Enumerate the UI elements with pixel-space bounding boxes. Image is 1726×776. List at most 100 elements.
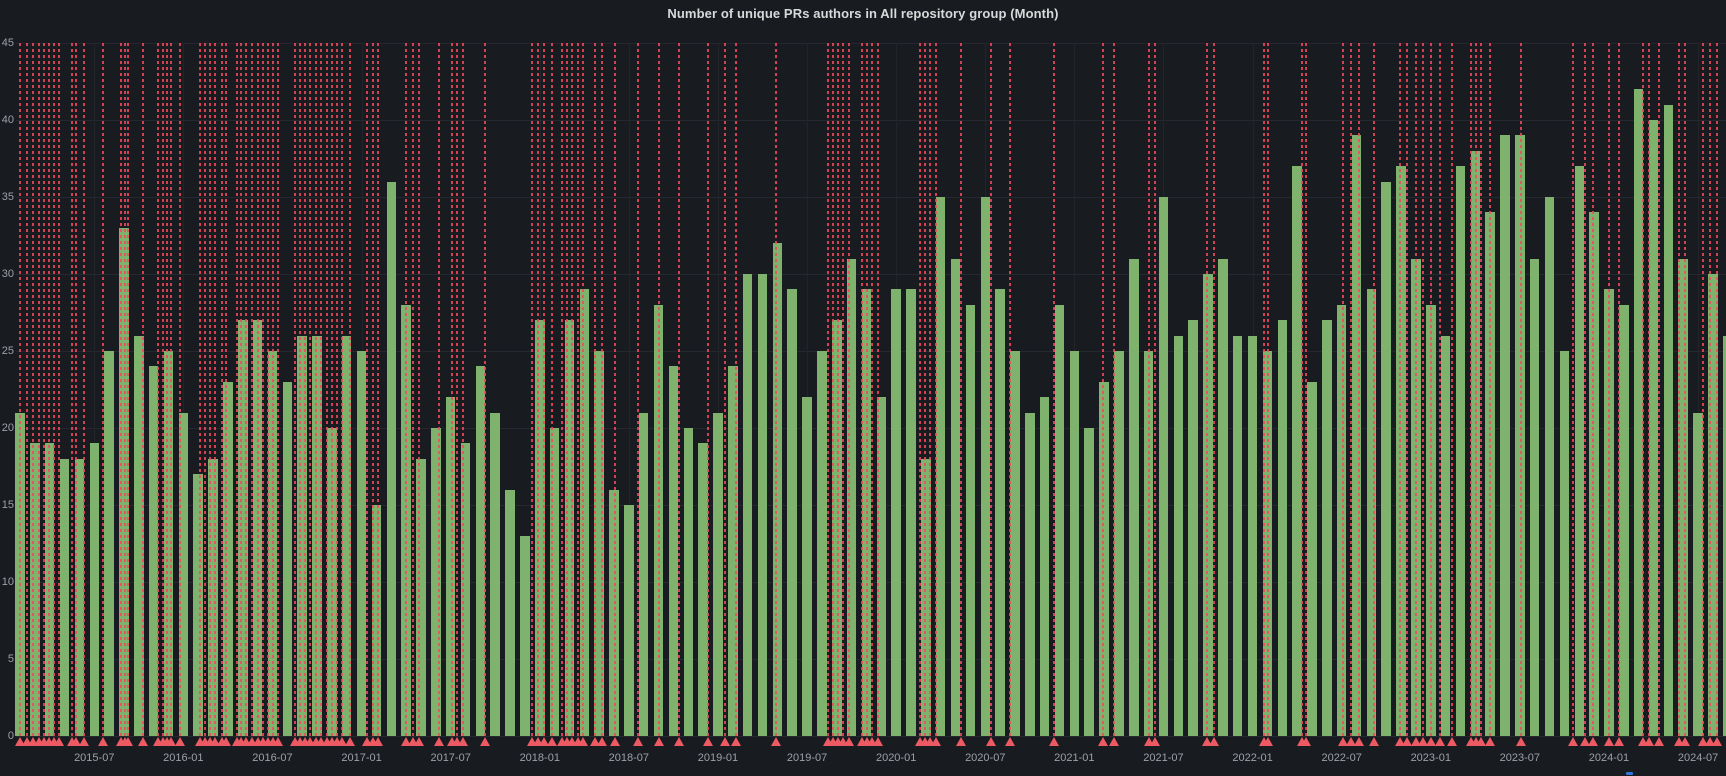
bar[interactable] — [1663, 104, 1674, 736]
bar[interactable] — [1500, 135, 1510, 736]
bar[interactable] — [549, 428, 560, 736]
bar[interactable] — [163, 351, 174, 736]
annotation-marker-icon[interactable] — [316, 737, 327, 746]
annotation-marker-icon[interactable] — [925, 737, 936, 746]
bar[interactable] — [1559, 351, 1570, 736]
bar[interactable] — [876, 397, 887, 736]
bar[interactable] — [386, 181, 396, 736]
annotation-marker-icon[interactable] — [1704, 737, 1715, 746]
bar[interactable] — [1247, 335, 1258, 736]
bar[interactable] — [757, 274, 768, 736]
annotation-marker-icon[interactable] — [246, 737, 257, 746]
annotation-marker-icon[interactable] — [199, 737, 210, 746]
bar[interactable] — [846, 258, 857, 736]
bar[interactable] — [356, 351, 367, 736]
annotation-marker-icon[interactable] — [730, 737, 741, 746]
annotation-marker-icon[interactable] — [210, 737, 221, 746]
bar[interactable] — [1351, 135, 1362, 736]
bar[interactable] — [134, 335, 144, 736]
annotation-marker-icon[interactable] — [38, 737, 49, 746]
annotation-marker-icon[interactable] — [221, 737, 232, 746]
annotation-marker-icon[interactable] — [828, 737, 839, 746]
bar[interactable] — [89, 443, 99, 736]
bar[interactable] — [698, 443, 708, 736]
annotation-marker-icon[interactable] — [1345, 737, 1356, 746]
annotation-marker-icon[interactable] — [1446, 737, 1457, 746]
annotation-marker-icon[interactable] — [562, 737, 573, 746]
annotation-marker-icon[interactable] — [577, 737, 588, 746]
annotation-marker-icon[interactable] — [289, 737, 300, 746]
annotation-marker-icon[interactable] — [479, 737, 490, 746]
annotation-marker-icon[interactable] — [1673, 737, 1684, 746]
bar[interactable] — [564, 320, 575, 736]
annotation-marker-icon[interactable] — [447, 737, 458, 746]
annotation-marker-icon[interactable] — [1301, 737, 1311, 746]
annotation-marker-icon[interactable] — [546, 737, 557, 746]
annotation-marker-icon[interactable] — [33, 737, 44, 746]
annotation-marker-icon[interactable] — [1143, 737, 1154, 746]
bar[interactable] — [1633, 89, 1644, 736]
bar[interactable] — [312, 335, 322, 736]
bar[interactable] — [787, 289, 797, 736]
bar[interactable] — [1188, 320, 1198, 736]
annotation-marker-icon[interactable] — [986, 737, 997, 746]
annotation-marker-icon[interactable] — [457, 737, 468, 746]
bar[interactable] — [104, 351, 114, 736]
annotation-marker-icon[interactable] — [1005, 737, 1016, 746]
bar[interactable] — [1708, 274, 1718, 736]
annotation-marker-icon[interactable] — [1354, 737, 1365, 746]
bar[interactable] — [148, 366, 159, 736]
bar[interactable] — [371, 505, 382, 736]
bar[interactable] — [178, 412, 189, 736]
annotation-marker-icon[interactable] — [1149, 737, 1160, 746]
annotation-marker-icon[interactable] — [1401, 737, 1412, 746]
bar[interactable] — [742, 274, 753, 736]
bar[interactable] — [1218, 258, 1228, 736]
bar[interactable] — [535, 320, 545, 736]
annotation-marker-icon[interactable] — [28, 737, 39, 746]
annotation-marker-icon[interactable] — [1679, 737, 1690, 746]
annotation-marker-icon[interactable] — [452, 737, 463, 746]
bar[interactable] — [965, 304, 976, 736]
bar[interactable] — [1515, 135, 1525, 736]
bar[interactable] — [1336, 304, 1347, 736]
annotation-marker-icon[interactable] — [567, 737, 578, 746]
bar[interactable] — [1099, 381, 1109, 736]
bar[interactable] — [1307, 381, 1317, 736]
bar[interactable] — [817, 351, 827, 736]
annotation-marker-icon[interactable] — [300, 737, 311, 746]
bar[interactable] — [683, 428, 693, 736]
bar[interactable] — [297, 335, 307, 736]
bar[interactable] — [1232, 335, 1243, 736]
bar[interactable] — [223, 381, 233, 736]
bar[interactable] — [1203, 274, 1213, 736]
annotation-marker-icon[interactable] — [21, 737, 32, 746]
bar[interactable] — [1544, 197, 1555, 736]
annotation-marker-icon[interactable] — [533, 737, 544, 746]
bar[interactable] — [445, 397, 456, 736]
bar[interactable] — [1589, 212, 1599, 736]
annotation-marker-icon[interactable] — [273, 737, 284, 746]
annotation-marker-icon[interactable] — [1603, 737, 1614, 746]
annotation-marker-icon[interactable] — [1338, 737, 1349, 746]
annotation-marker-icon[interactable] — [54, 737, 65, 746]
bar[interactable] — [594, 351, 604, 736]
bar[interactable] — [30, 443, 40, 736]
annotation-marker-icon[interactable] — [1614, 737, 1625, 746]
bar[interactable] — [1129, 258, 1139, 736]
bar[interactable] — [713, 412, 723, 736]
annotation-marker-icon[interactable] — [557, 737, 568, 746]
annotation-marker-icon[interactable] — [1568, 737, 1579, 746]
annotation-marker-icon[interactable] — [720, 737, 731, 746]
bar[interactable] — [1648, 120, 1659, 736]
bar[interactable] — [1322, 320, 1332, 736]
annotation-marker-icon[interactable] — [98, 737, 109, 746]
annotation-marker-icon[interactable] — [414, 737, 425, 746]
annotation-marker-icon[interactable] — [770, 737, 781, 746]
annotation-marker-icon[interactable] — [931, 737, 942, 746]
bar[interactable] — [1010, 351, 1020, 736]
annotation-marker-icon[interactable] — [326, 737, 337, 746]
annotation-marker-icon[interactable] — [1644, 737, 1655, 746]
bar[interactable] — [208, 458, 218, 736]
bar[interactable] — [74, 458, 85, 736]
